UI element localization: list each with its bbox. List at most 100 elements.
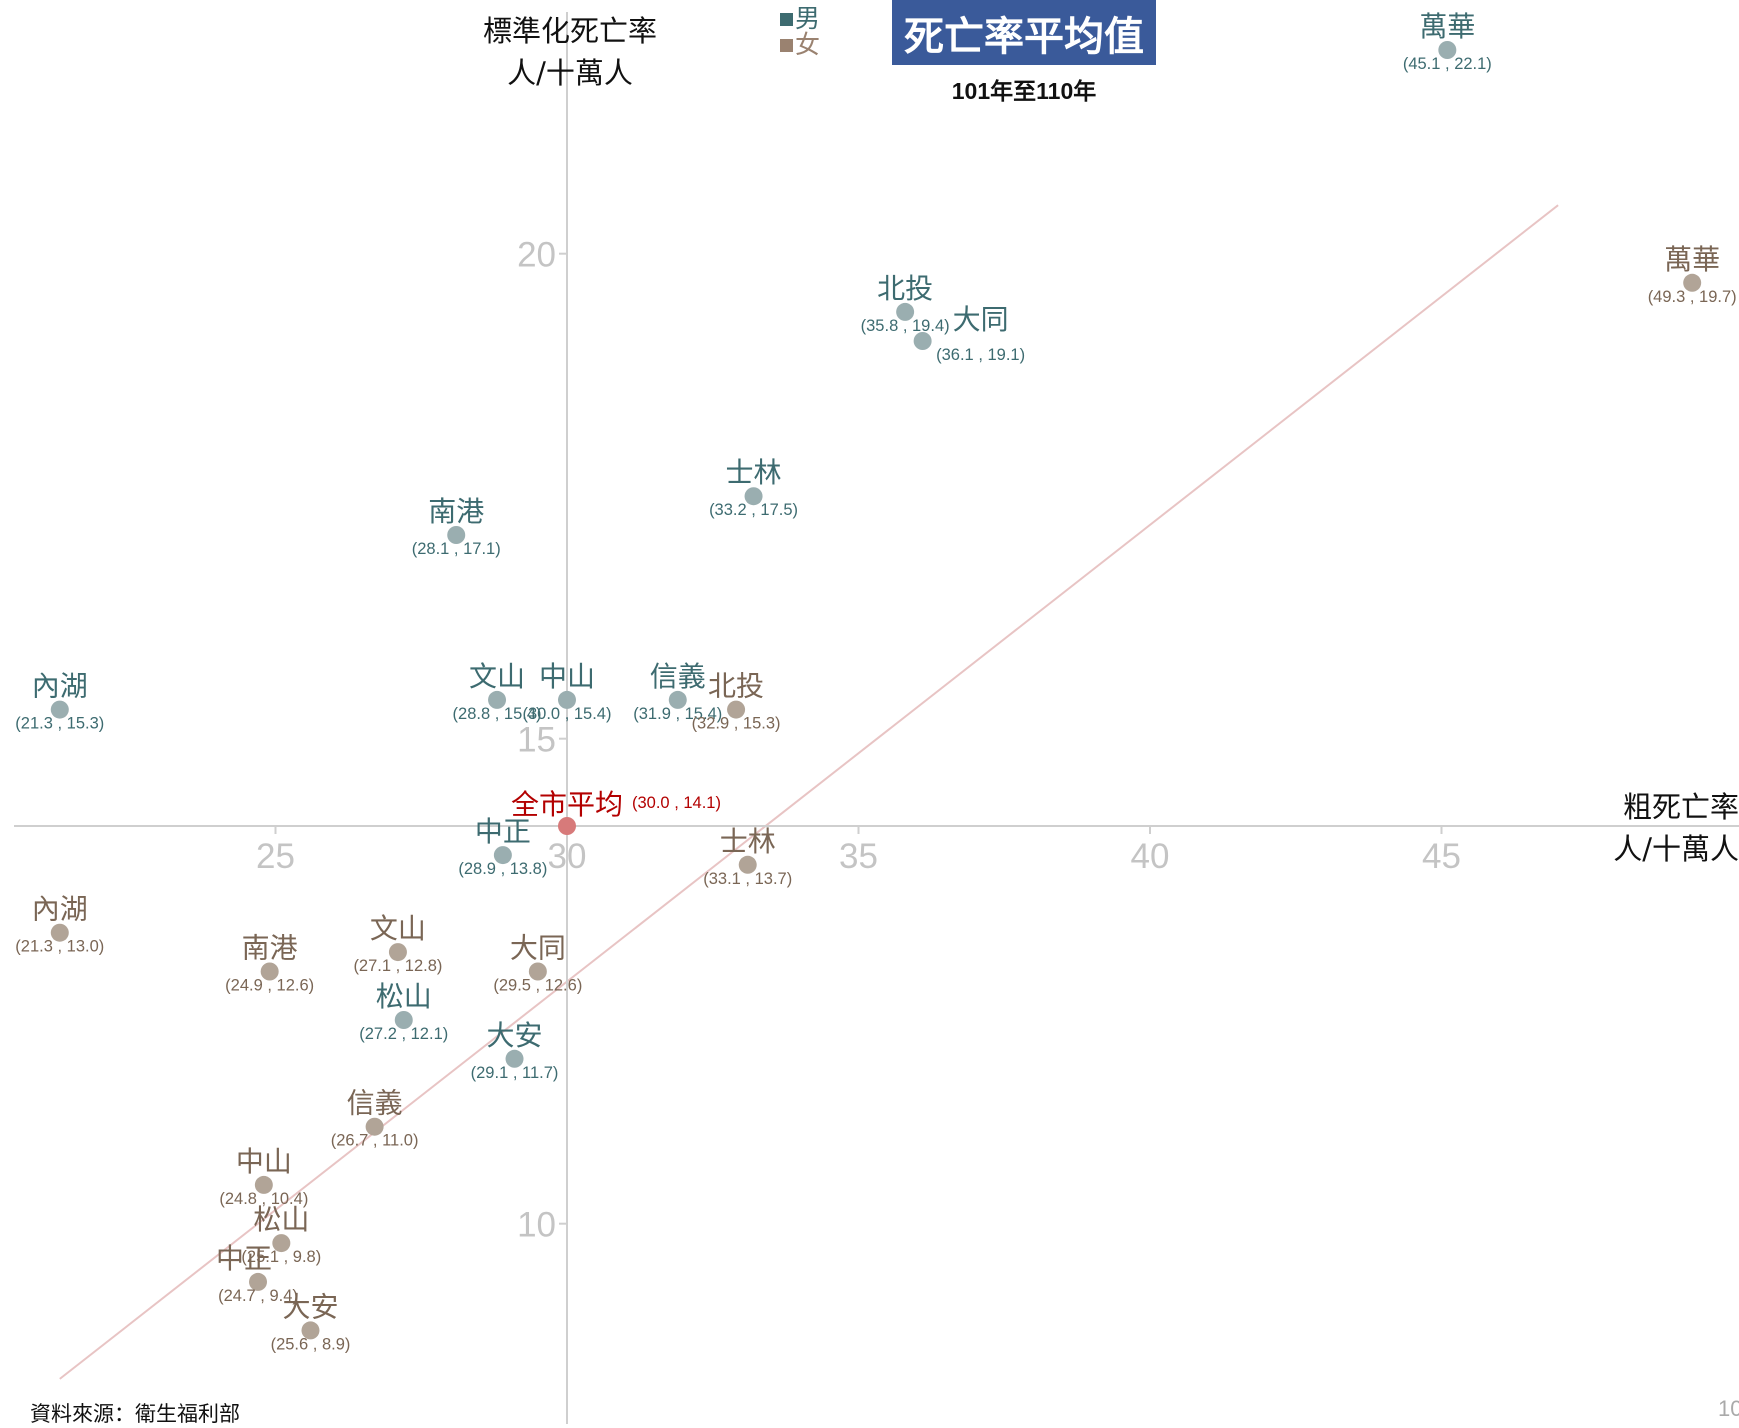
- point-name-label-female: 北投: [708, 670, 764, 703]
- point-name-label-female: 中山: [236, 1145, 292, 1178]
- point-name-label-female: 萬華: [1664, 243, 1720, 276]
- point-name-label-male: 中正: [475, 815, 531, 848]
- point-value-label-female: (33.1 , 13.7): [703, 870, 792, 888]
- point-name-label-male: 大同: [953, 303, 1009, 336]
- point-name-label-female: 文山: [370, 912, 426, 945]
- corner-tick-label: 10: [1718, 1396, 1739, 1421]
- point-value-label-female: (24.7 , 9.4): [218, 1287, 298, 1305]
- legend-swatch-female: [780, 38, 793, 52]
- x-tick-label: 40: [1131, 837, 1170, 876]
- point-value-label-female: (21.3 , 13.0): [15, 938, 104, 956]
- point-name-label-female: 大安: [282, 1290, 338, 1323]
- data-point-male: [394, 1011, 413, 1029]
- legend-item-male: 男: [780, 4, 821, 33]
- x-tick-label: 45: [1422, 837, 1461, 876]
- legend-swatch-male: [780, 12, 793, 26]
- y-tick-label: 20: [517, 236, 556, 275]
- point-name-label-male: 信義: [650, 660, 706, 693]
- point-name-label-male: 松山: [376, 980, 432, 1013]
- point-value-label-female: (26.7 , 11.0): [331, 1132, 419, 1150]
- average-point: [558, 817, 576, 835]
- point-name-label-female: 松山: [253, 1203, 309, 1236]
- point-value-label-female: (49.3 , 19.7): [1648, 288, 1737, 306]
- point-value-label-male: (27.2 , 12.1): [359, 1025, 448, 1043]
- chart-title: 死亡率平均值: [892, 0, 1156, 65]
- point-value-label-female: (27.1 , 12.8): [353, 957, 442, 975]
- data-point-male: [913, 332, 932, 350]
- point-value-label-male: (30.0 , 15.4): [523, 705, 612, 723]
- data-point-female: [365, 1117, 384, 1136]
- point-name-label-female: 大同: [510, 932, 566, 965]
- point-name-label-female: 中正: [216, 1242, 272, 1275]
- data-point-male: [558, 690, 576, 709]
- data-point-male: [488, 690, 507, 709]
- point-name-label-female: 南港: [242, 932, 298, 965]
- point-value-label-male: (45.1 , 22.1): [1403, 55, 1492, 73]
- point-value-label-male: (28.8 , 15.4): [453, 705, 542, 723]
- point-value-label-male: (21.3 , 15.3): [15, 715, 104, 733]
- average-name-label: 全市平均: [511, 788, 623, 821]
- point-value-label-male: (36.1 , 19.1): [936, 346, 1025, 364]
- data-point-male: [744, 487, 763, 506]
- x-axis-title-line1: 粗死亡率: [1622, 790, 1739, 824]
- point-value-label-female: (25.6 , 8.9): [271, 1335, 351, 1353]
- data-point-male: [493, 846, 512, 865]
- data-point-male: [896, 302, 915, 321]
- x-axis-title-line2: 人/十萬人: [1613, 832, 1739, 867]
- trend-line: [59, 204, 1559, 1380]
- data-point-female: [254, 1175, 273, 1194]
- y-tick-label: 10: [517, 1206, 556, 1245]
- point-value-label-male: (35.8 , 19.4): [861, 317, 950, 335]
- point-value-label-female: (29.5 , 12.6): [493, 977, 582, 995]
- data-point-male: [447, 526, 466, 544]
- point-value-label-male: (33.2 , 17.5): [709, 501, 798, 519]
- data-point-female: [727, 700, 746, 719]
- point-name-label-male: 北投: [877, 272, 933, 305]
- point-value-label-female: (25.1 , 9.8): [241, 1248, 321, 1266]
- data-point-male: [50, 700, 69, 719]
- data-point-female: [738, 855, 757, 874]
- data-point-female: [50, 923, 69, 942]
- point-value-label-male: (31.9 , 15.4): [633, 705, 722, 723]
- point-value-label-female: (24.9 , 12.6): [225, 977, 314, 995]
- legend-label-male: 男: [795, 4, 821, 33]
- y-axis-title-line2: 人/十萬人: [507, 56, 633, 91]
- point-name-label-female: 士林: [720, 825, 776, 858]
- data-point-female: [1683, 273, 1702, 292]
- source-note: 資料來源：衛生福利部: [30, 1402, 240, 1426]
- legend: 男 女: [780, 4, 821, 60]
- point-name-label-male: 大安: [487, 1019, 543, 1052]
- data-point-female: [388, 943, 407, 962]
- x-tick-label: 35: [839, 837, 878, 876]
- data-point-female: [260, 962, 279, 981]
- x-tick-label: 25: [256, 837, 295, 876]
- point-name-label-male: 內湖: [32, 670, 88, 703]
- point-name-label-female: 內湖: [32, 893, 88, 926]
- data-point-female: [301, 1321, 320, 1340]
- x-tick-label: 30: [548, 837, 587, 876]
- point-name-label-male: 南港: [428, 495, 484, 528]
- y-tick-label: 15: [517, 721, 556, 760]
- point-value-label-female: (24.8 , 10.4): [219, 1190, 308, 1208]
- data-point-female: [528, 962, 547, 981]
- point-name-label-male: 士林: [726, 456, 782, 489]
- point-name-label-male: 文山: [469, 660, 525, 693]
- point-name-label-female: 信義: [347, 1087, 403, 1120]
- point-value-label-male: (29.1 , 11.7): [471, 1064, 559, 1082]
- point-value-label-female: (32.9 , 15.3): [692, 715, 781, 733]
- legend-item-female: 女: [780, 30, 821, 60]
- data-point-male: [505, 1049, 524, 1068]
- x-axis-title: 粗死亡率 人/十萬人: [1600, 786, 1739, 870]
- data-point-female: [249, 1272, 268, 1291]
- y-axis-title: 標準化死亡率 人/十萬人: [470, 10, 670, 94]
- legend-label-female: 女: [795, 30, 821, 60]
- average-value-label: (30.0 , 14.1): [632, 794, 721, 812]
- data-point-female: [272, 1234, 291, 1253]
- point-value-label-male: (28.9 , 13.8): [458, 860, 547, 878]
- point-value-label-male: (28.1 , 17.1): [412, 540, 501, 558]
- y-axis-title-line1: 標準化死亡率: [482, 14, 657, 48]
- point-name-label-male: 萬華: [1419, 10, 1475, 43]
- point-name-label-male: 中山: [539, 660, 595, 693]
- chart-subtitle: 101年至110年: [951, 78, 1097, 104]
